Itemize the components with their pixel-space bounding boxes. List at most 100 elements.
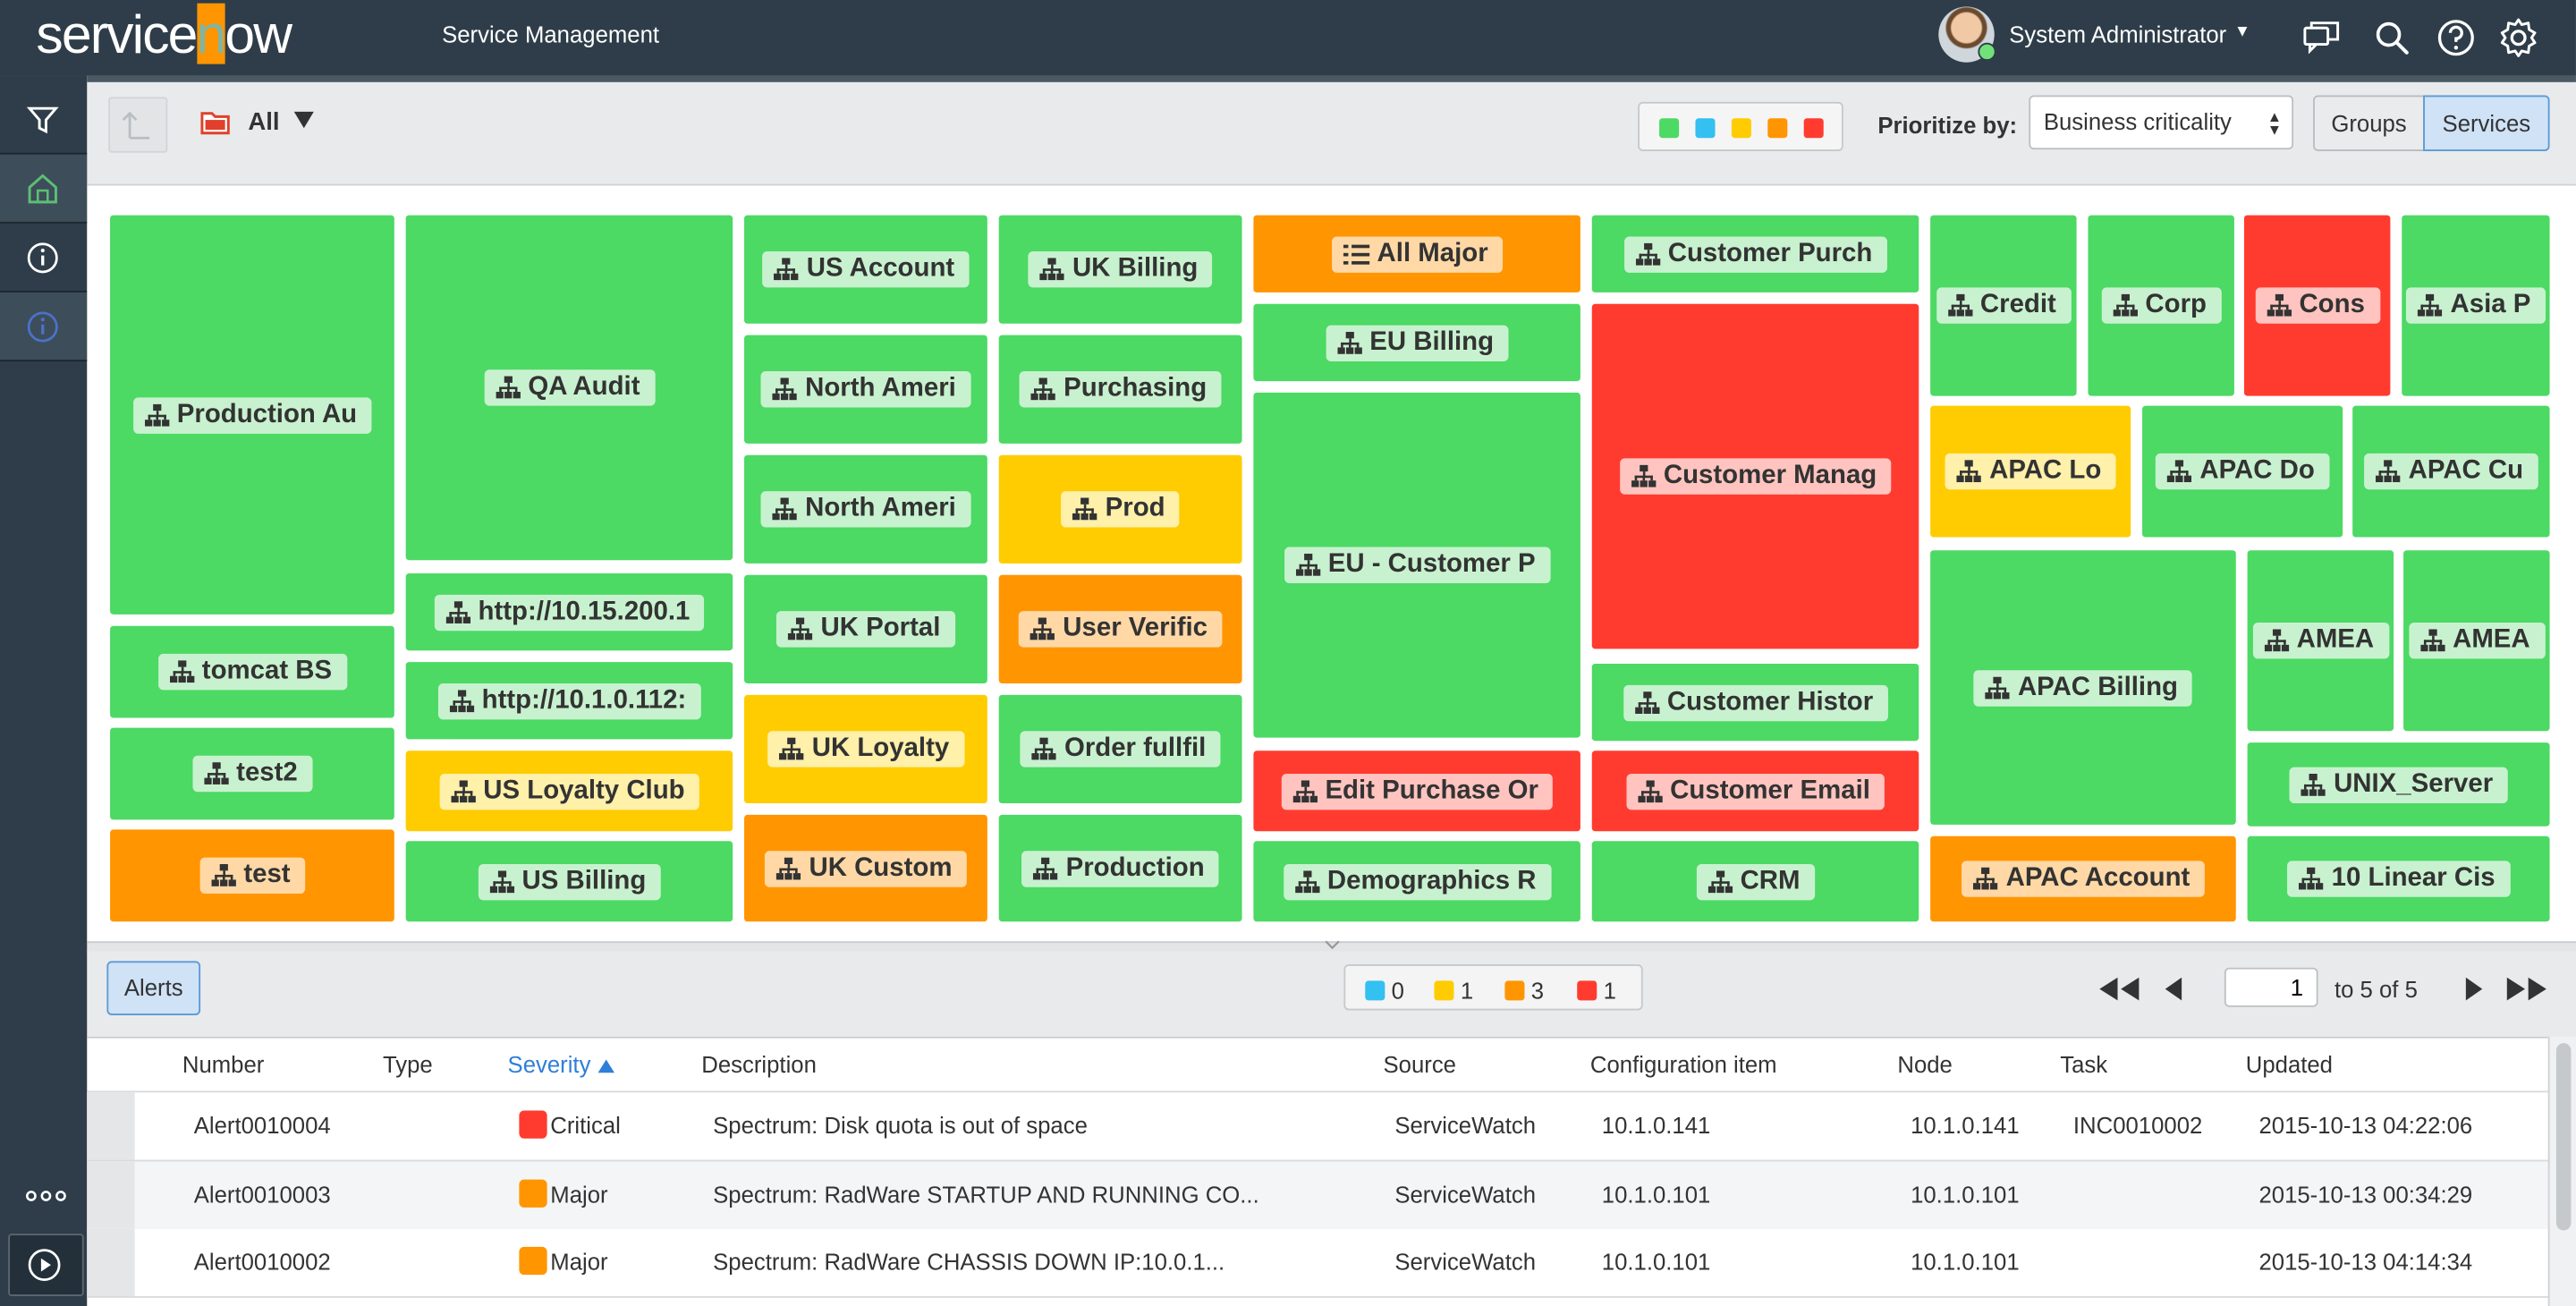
service-tile[interactable]: North Ameri	[744, 454, 987, 564]
service-tile-label[interactable]: AMEA	[2408, 623, 2546, 659]
last-page-icon[interactable]	[2505, 976, 2548, 1002]
severity-filter-red[interactable]	[1803, 118, 1824, 139]
service-tile-label[interactable]: test	[199, 857, 306, 895]
service-tile[interactable]: Edit Purchase Or	[1253, 751, 1580, 832]
severity-filter-yellow[interactable]	[1731, 118, 1751, 139]
column-description[interactable]: Description	[701, 1051, 817, 1078]
column-number[interactable]: Number	[182, 1051, 265, 1078]
column-configuration-item[interactable]: Configuration item	[1589, 1051, 1777, 1078]
column-type[interactable]: Type	[382, 1051, 433, 1078]
service-tile-label[interactable]: Customer Purch	[1623, 235, 1887, 272]
count-major[interactable]: 3	[1504, 978, 1544, 1004]
filter-navigator-button[interactable]	[0, 85, 88, 155]
service-tile[interactable]: Customer Purch	[1591, 215, 1919, 293]
service-tile-label[interactable]: Prod	[1061, 491, 1181, 528]
user-menu-name[interactable]: System Administrator	[2009, 21, 2227, 48]
service-tile[interactable]: AMEA	[2403, 550, 2550, 732]
service-tile-label[interactable]: APAC Cu	[2364, 453, 2538, 490]
service-tile[interactable]: Production	[998, 814, 1242, 922]
service-tile[interactable]: APAC Billing	[1930, 550, 2236, 825]
service-tile[interactable]: Production Au	[110, 215, 394, 615]
service-tile-label[interactable]: UK Loyalty	[767, 731, 964, 767]
service-tile[interactable]: US Loyalty Club	[405, 751, 733, 832]
service-tile[interactable]: Customer Manag	[1591, 303, 1919, 649]
table-row[interactable]: Alert0010003 Major Spectrum: RadWare START…	[87, 1160, 2548, 1230]
service-tile[interactable]: US Billing	[405, 841, 733, 922]
count-warning[interactable]: 0	[1365, 978, 1404, 1004]
column-task[interactable]: Task	[2060, 1051, 2108, 1078]
service-tile[interactable]: UNIX_Server	[2247, 742, 2550, 827]
service-tile[interactable]: All Major	[1253, 215, 1580, 293]
service-tile-label[interactable]: UK Billing	[1028, 250, 1213, 288]
more-options-button[interactable]	[0, 1161, 87, 1228]
service-tile-label[interactable]: US Loyalty Club	[438, 773, 700, 810]
row-selector[interactable]	[87, 1092, 135, 1160]
service-tile[interactable]: EU - Customer P	[1253, 392, 1580, 738]
info-alt-button[interactable]	[0, 292, 88, 362]
service-tile[interactable]: Asia P	[2402, 215, 2550, 396]
service-tile[interactable]: http://10.15.200.1	[405, 572, 733, 651]
sort-ascending-icon[interactable]	[597, 1058, 616, 1074]
service-tile-label[interactable]: CRM	[1695, 863, 1816, 900]
scrollbar-thumb[interactable]	[2555, 1043, 2572, 1231]
service-tile-label[interactable]: Corp	[2100, 287, 2222, 324]
service-tile[interactable]: UK Billing	[998, 215, 1242, 324]
first-page-icon[interactable]	[2097, 976, 2140, 1002]
alert-task[interactable]: INC0010002	[2072, 1112, 2203, 1139]
service-tile[interactable]: QA Audit	[405, 215, 733, 561]
info-button[interactable]	[0, 224, 88, 293]
service-tile-label[interactable]: tomcat BS	[157, 653, 347, 691]
servicenow-logo[interactable]: servicenow	[36, 3, 292, 64]
service-tile[interactable]: Purchasing	[998, 335, 1242, 444]
row-selector[interactable]	[87, 1228, 135, 1296]
service-tile-label[interactable]: North Ameri	[760, 491, 971, 528]
service-tile-label[interactable]: Demographics R	[1283, 863, 1551, 900]
severity-filter-orange[interactable]	[1767, 118, 1788, 139]
service-tile[interactable]: test2	[110, 727, 394, 820]
folder-icon[interactable]	[200, 108, 230, 135]
service-tile-label[interactable]: Customer Manag	[1619, 458, 1892, 495]
service-tile[interactable]: Customer Histor	[1591, 663, 1919, 742]
alert-number[interactable]: Alert0010004	[193, 1112, 331, 1139]
groups-toggle[interactable]: Groups	[2313, 95, 2425, 151]
severity-filter-green[interactable]	[1659, 118, 1680, 139]
service-tile-label[interactable]: http://10.1.0.112:	[437, 683, 701, 719]
service-tile-label[interactable]: APAC Do	[2155, 453, 2330, 490]
alert-number[interactable]: Alert0010002	[193, 1248, 331, 1276]
service-tile-label[interactable]: Customer Email	[1625, 773, 1885, 810]
service-tile-label[interactable]: North Ameri	[760, 371, 971, 408]
panel-splitter[interactable]	[87, 940, 2576, 954]
service-tile[interactable]: EU Billing	[1253, 303, 1580, 382]
service-tile[interactable]: Cons	[2243, 215, 2391, 396]
service-tile-label[interactable]: AMEA	[2252, 623, 2389, 659]
service-tile-label[interactable]: Asia P	[2405, 287, 2546, 324]
service-tile[interactable]: APAC Do	[2142, 405, 2343, 538]
service-tile-label[interactable]: EU - Customer P	[1284, 547, 1551, 583]
group-filter-caret-icon[interactable]	[293, 111, 314, 129]
service-tile[interactable]: UK Loyalty	[744, 694, 987, 804]
service-tile-label[interactable]: UK Portal	[775, 611, 955, 648]
service-tile-label[interactable]: User Verific	[1018, 611, 1223, 648]
service-tile-label[interactable]: QA Audit	[483, 369, 656, 406]
count-minor[interactable]: 1	[1434, 978, 1473, 1004]
service-tile-label[interactable]: All Major	[1331, 235, 1504, 272]
service-tile-label[interactable]: Order fullfil	[1020, 731, 1221, 767]
service-tile[interactable]: APAC Cu	[2352, 405, 2550, 538]
service-tile-label[interactable]: Customer Histor	[1623, 683, 1888, 721]
service-tile[interactable]: Prod	[998, 454, 1242, 564]
service-tile[interactable]: 10 Linear Cis	[2247, 835, 2550, 922]
service-tile[interactable]: UK Custom	[744, 814, 987, 922]
table-scrollbar[interactable]	[2547, 1036, 2576, 1306]
service-tile-label[interactable]: APAC Billing	[1973, 669, 2193, 706]
service-tile-label[interactable]: APAC Account	[1962, 861, 2205, 897]
group-filter-label[interactable]: All	[248, 108, 280, 137]
service-tile-label[interactable]: APAC Lo	[1945, 453, 2116, 490]
service-tile[interactable]: User Verific	[998, 574, 1242, 683]
table-row[interactable]: Alert0010004 Critical Spectrum: Disk quota…	[87, 1092, 2548, 1162]
navigate-up-button[interactable]	[108, 97, 168, 153]
service-tile[interactable]: tomcat BS	[110, 625, 394, 718]
search-icon[interactable]	[2370, 16, 2413, 59]
service-tile[interactable]: Customer Email	[1591, 751, 1919, 832]
service-tile-label[interactable]: UNIX_Server	[2289, 766, 2508, 803]
user-avatar[interactable]	[1938, 6, 1996, 63]
